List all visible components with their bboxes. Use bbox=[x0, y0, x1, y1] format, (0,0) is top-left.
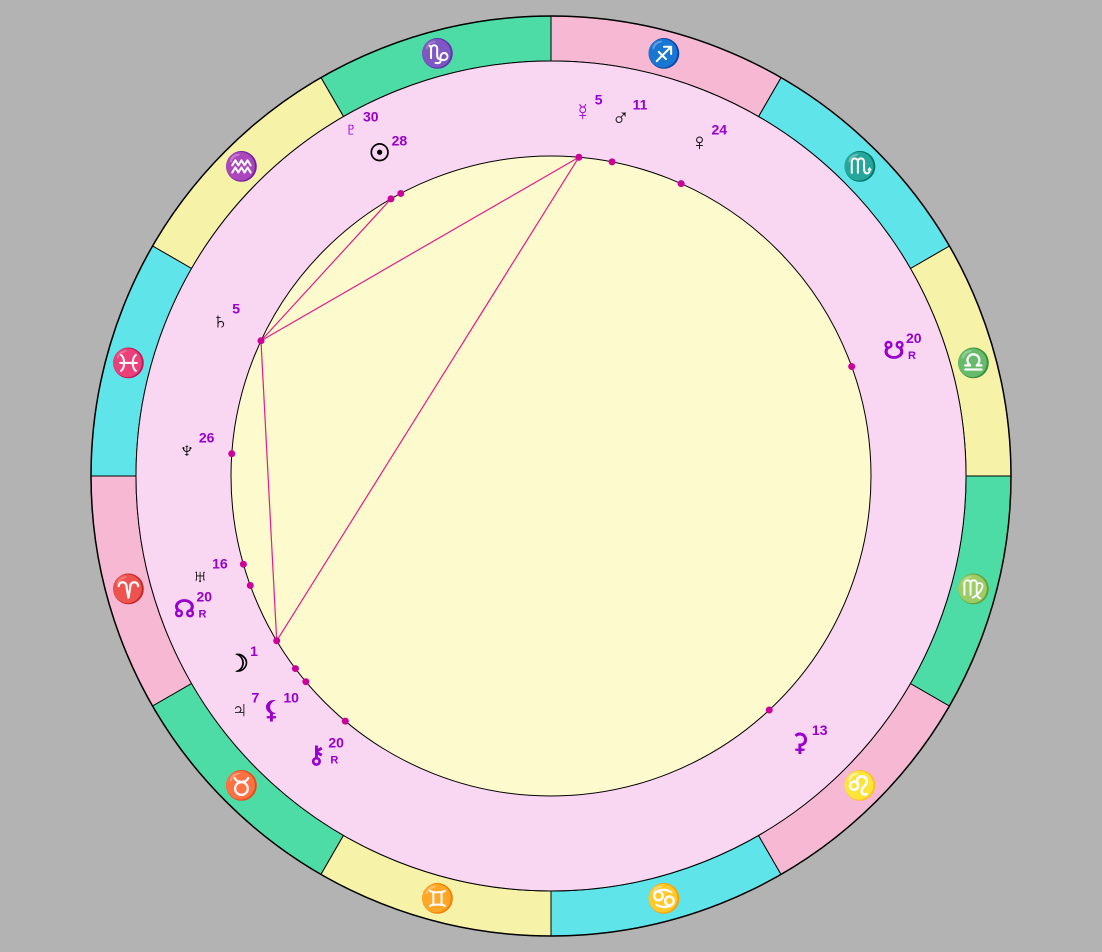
planet-glyph-venus: ♀ bbox=[690, 129, 708, 156]
planet-dot-pluto bbox=[388, 195, 395, 202]
planet-glyph-south-node: ☋ bbox=[883, 338, 904, 365]
zodiac-glyph-capricorn: ♑ bbox=[420, 37, 455, 70]
planet-degree-south-node: 20 bbox=[906, 330, 922, 346]
planet-degree-neptune: 26 bbox=[199, 430, 215, 446]
planet-dot-south-node bbox=[848, 363, 855, 370]
planet-glyph-north-node: ☊ bbox=[174, 596, 195, 623]
planet-dot-lilith bbox=[302, 678, 309, 685]
planet-retro-chiron: R bbox=[330, 755, 338, 767]
zodiac-glyph-aquarius: ♒ bbox=[224, 150, 259, 183]
zodiac-glyph-taurus: ♉ bbox=[224, 769, 259, 802]
planet-dot-mars bbox=[609, 158, 616, 165]
zodiac-glyph-sagittarius: ♐ bbox=[647, 37, 682, 70]
planet-dot-jupiter bbox=[292, 665, 299, 672]
planet-glyph-mercury: ☿ bbox=[574, 99, 592, 126]
planet-degree-venus: 24 bbox=[711, 122, 727, 138]
planet-glyph-uranus: ♅ bbox=[191, 563, 209, 590]
planet-degree-uranus: 16 bbox=[212, 556, 228, 572]
zodiac-glyph-cancer: ♋ bbox=[647, 882, 682, 915]
planet-degree-mercury: 5 bbox=[595, 91, 603, 107]
planet-dot-chiron bbox=[342, 718, 349, 725]
planet-retro-south-node: R bbox=[908, 350, 916, 362]
planet-degree-mars: 11 bbox=[633, 97, 648, 113]
planet-dot-north-node bbox=[247, 582, 254, 589]
planet-dot-neptune bbox=[228, 450, 235, 457]
planet-dot-saturn bbox=[257, 337, 264, 344]
planet-glyph-sun: ☉ bbox=[369, 140, 391, 167]
planet-degree-moon: 1 bbox=[250, 643, 258, 659]
chart-svg: ♈♉♊♋♌♍♎♏♐♑♒♓☉28♇30♂11☿5♀24♄5♆26♅16☊20R☽1… bbox=[0, 0, 1102, 952]
planet-dot-moon bbox=[273, 637, 280, 644]
planet-degree-north-node: 20 bbox=[197, 588, 213, 604]
natal-chart: ♈♉♊♋♌♍♎♏♐♑♒♓☉28♇30♂11☿5♀24♄5♆26♅16☊20R☽1… bbox=[0, 0, 1102, 952]
planet-glyph-ceres: ⚳ bbox=[791, 729, 809, 756]
planet-glyph-neptune: ♆ bbox=[178, 437, 196, 464]
planet-glyph-chiron: ⚷ bbox=[308, 742, 326, 769]
zodiac-glyph-gemini: ♊ bbox=[420, 882, 455, 915]
planet-glyph-jupiter: ♃ bbox=[231, 697, 249, 724]
planet-retro-north-node: R bbox=[199, 608, 207, 620]
zodiac-glyph-leo: ♌ bbox=[843, 769, 878, 802]
planet-glyph-pluto: ♇ bbox=[342, 116, 360, 143]
planet-degree-pluto: 30 bbox=[363, 109, 379, 125]
planet-glyph-mars: ♂ bbox=[612, 104, 630, 131]
planet-dot-uranus bbox=[240, 561, 247, 568]
planet-degree-ceres: 13 bbox=[812, 722, 828, 738]
zodiac-glyph-scorpio: ♏ bbox=[843, 150, 878, 183]
planet-dot-mercury bbox=[575, 154, 582, 161]
planet-dot-ceres bbox=[766, 707, 773, 714]
planet-degree-jupiter: 7 bbox=[252, 690, 260, 706]
planet-dot-sun bbox=[397, 190, 404, 197]
planet-degree-saturn: 5 bbox=[232, 301, 240, 317]
zodiac-glyph-pisces: ♓ bbox=[111, 346, 146, 379]
planet-degree-lilith: 10 bbox=[283, 690, 299, 706]
planet-degree-sun: 28 bbox=[392, 133, 408, 149]
zodiac-glyph-libra: ♎ bbox=[956, 346, 991, 379]
planet-dot-venus bbox=[678, 180, 685, 187]
planet-glyph-moon: ☽ bbox=[227, 650, 249, 677]
planet-glyph-lilith: ⚸ bbox=[263, 697, 281, 724]
planet-degree-chiron: 20 bbox=[328, 735, 344, 751]
planet-glyph-saturn: ♄ bbox=[211, 308, 229, 335]
inner-wheel bbox=[231, 156, 871, 796]
zodiac-glyph-virgo: ♍ bbox=[956, 573, 991, 606]
zodiac-glyph-aries: ♈ bbox=[111, 573, 146, 606]
